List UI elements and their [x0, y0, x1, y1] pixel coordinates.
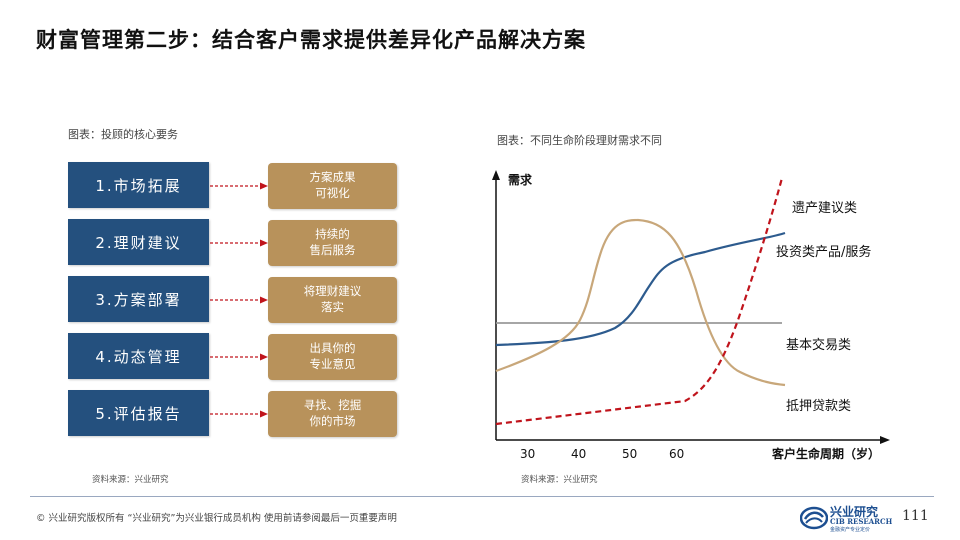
result-box-5: 寻找、挖掘 你的市场: [268, 391, 397, 437]
step-box-4: 4.动态管理: [68, 333, 209, 379]
cib-logo-icon: [800, 506, 828, 530]
result-line: 售后服务: [309, 243, 356, 257]
result-line: 持续的: [315, 227, 350, 242]
label-legacy: 遗产建议类: [792, 201, 857, 216]
label-basic-transaction: 基本交易类: [786, 337, 851, 353]
arrow-3: [210, 296, 268, 304]
page-number: 111: [902, 508, 929, 524]
step-box-3: 3.方案部署: [68, 276, 209, 322]
slide-title: 财富管理第二步：结合客户需求提供差异化产品解决方案: [36, 28, 586, 52]
result-box-1: 方案成果 可视化: [268, 163, 397, 209]
cib-research-logo: 兴业研究 CIB RESEARCH 金融资产专业定价: [800, 503, 894, 533]
y-axis-label: 需求: [508, 172, 533, 187]
lifecycle-chart: 需求 客户生命周期（岁） 30 40 50 60 遗产建议类 投资类产品/服务 …: [492, 170, 890, 461]
logo-tagline: 金融资产专业定价: [830, 527, 871, 533]
footer-divider: [30, 496, 934, 497]
series-legacy: [495, 177, 784, 426]
step-box-1: 1.市场拓展: [68, 162, 209, 208]
x-tick-50: 50: [622, 447, 637, 461]
step-box-2: 2.理财建议: [68, 219, 209, 265]
result-line: 方案成果: [309, 170, 356, 185]
logo-subtitle: CIB RESEARCH: [830, 517, 893, 526]
arrow-2: [210, 239, 268, 247]
result-line: 将理财建议: [303, 284, 362, 299]
footer-copyright: © 兴业研究版权所有 “兴业研究”为兴业银行成员机构 使用前请参阅最后一页重要声…: [36, 513, 397, 524]
y-axis-arrow: [492, 170, 500, 180]
result-box-3: 将理财建议 落实: [268, 277, 397, 323]
result-line: 你的市场: [309, 414, 356, 428]
x-tick-60: 60: [669, 447, 684, 461]
result-line: 专业意见: [309, 357, 356, 371]
arrow-4: [210, 353, 268, 361]
result-line: 寻找、挖掘: [303, 398, 362, 413]
x-axis-label: 客户生命周期（岁）: [771, 446, 880, 461]
result-line: 可视化: [315, 186, 350, 200]
x-tick-40: 40: [571, 447, 586, 461]
arrow-1: [210, 182, 268, 190]
result-box-2: 持续的 售后服务: [268, 220, 397, 266]
x-tick-30: 30: [520, 447, 535, 461]
left-source: 资料来源：兴业研究: [92, 475, 169, 485]
series-investment: [495, 231, 786, 347]
left-caption: 图表：投顾的核心要务: [68, 128, 178, 141]
series-mortgage: [495, 218, 786, 387]
x-axis-arrow: [880, 436, 890, 444]
logo-title: 兴业研究: [830, 505, 879, 519]
arrow-5: [210, 410, 268, 418]
label-investment: 投资类产品/服务: [776, 244, 871, 260]
result-box-4: 出具你的 专业意见: [268, 334, 397, 380]
right-source: 资料来源：兴业研究: [521, 475, 598, 485]
result-line: 落实: [321, 300, 344, 314]
label-mortgage: 抵押贷款类: [786, 399, 851, 414]
step-box-5: 5.评估报告: [68, 390, 209, 436]
right-caption: 图表：不同生命阶段理财需求不同: [497, 134, 662, 147]
result-line: 出具你的: [309, 341, 356, 356]
